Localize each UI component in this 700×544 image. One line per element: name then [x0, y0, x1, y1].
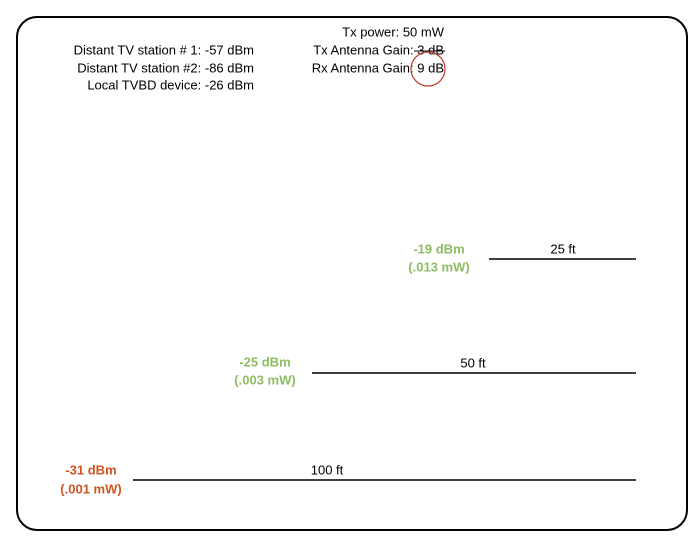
power-label: -19 dBm [413, 241, 464, 256]
distance-label: 50 ft [460, 355, 486, 370]
power-label: -25 dBm [239, 354, 290, 369]
distance-label: 25 ft [550, 241, 576, 256]
station-level: Local TVBD device: -26 dBm [87, 77, 254, 92]
station-level: Distant TV station # 1: -57 dBm [74, 42, 254, 57]
frame [16, 16, 688, 531]
tx-setting: Tx Antenna Gain: 3 dB [313, 42, 444, 57]
distance-label: 100 ft [311, 462, 344, 477]
tx-setting: Tx power: 50 mW [342, 24, 445, 39]
milliwatt-label: (.001 mW) [60, 481, 121, 496]
milliwatt-label: (.013 mW) [408, 259, 469, 274]
milliwatt-label: (.003 mW) [234, 372, 295, 387]
tx-setting: Rx Antenna Gain: 9 dB [312, 60, 444, 75]
highlight-circle [410, 51, 446, 87]
station-level: Distant TV station #2: -86 dBm [77, 60, 254, 75]
power-label: -31 dBm [65, 462, 116, 477]
